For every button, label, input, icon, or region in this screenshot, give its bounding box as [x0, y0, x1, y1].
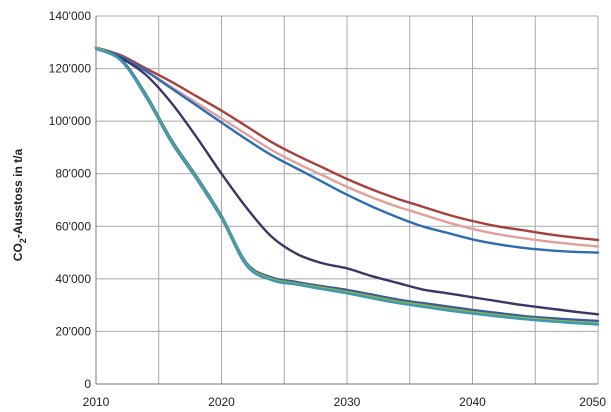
y-tick-label: 100'000: [49, 114, 92, 128]
y-tick-label: 120'000: [49, 62, 92, 76]
series-line-7: [94, 47, 600, 326]
y-axis-title: CO2-Ausstoss in t/a: [11, 148, 28, 261]
y-tick-label: 80'000: [55, 167, 91, 181]
grid: [96, 15, 599, 384]
y-tick-label: 140'000: [49, 9, 92, 23]
series-line-3: [94, 46, 600, 254]
x-tick-label: 2030: [334, 395, 361, 409]
series-line-4: [94, 46, 600, 316]
y-tick-label: 40'000: [55, 272, 91, 286]
y-tick-label: 60'000: [55, 219, 91, 233]
axes: [95, 16, 598, 385]
series-line-2: [94, 46, 600, 248]
tick-labels: 0 20'000 40'000 60'000 80'000 100'000 120'000 1…: [49, 9, 607, 409]
series-line-1: [94, 46, 600, 242]
x-tick-label: 2040: [459, 395, 486, 409]
y-tick-label: 0: [84, 377, 91, 391]
x-tick-label: 2050: [579, 395, 606, 409]
series-group: [94, 46, 600, 326]
x-tick-label: 2020: [208, 395, 235, 409]
x-tick-label: 2010: [83, 395, 110, 409]
y-tick-label: 20'000: [55, 324, 91, 338]
